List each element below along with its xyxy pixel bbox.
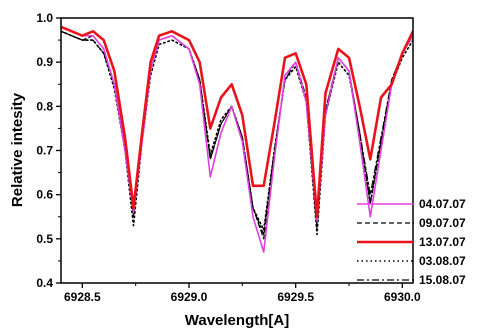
- x-tick-label: 6929.5: [277, 290, 314, 304]
- legend-label: 13.07.07: [419, 235, 466, 249]
- y-tick-label: 0.6: [36, 188, 53, 202]
- x-tick-label: 6930.0: [384, 290, 421, 304]
- legend-label: 09.07.07: [419, 216, 466, 230]
- x-axis-title: Wavelength[A]: [185, 312, 289, 329]
- series-layer: [61, 25, 413, 253]
- y-tick-label: 1.0: [36, 11, 53, 25]
- axes: 6928.5 6929.0 6929.5 6930.0 0.4 0.5 0.6 0.7 0.8 0…: [36, 11, 421, 304]
- y-tick-label: 0.5: [36, 232, 53, 246]
- legend-label: 03.08.07: [419, 254, 466, 268]
- y-tick-label: 0.8: [36, 99, 53, 113]
- y-tick-label: 0.4: [36, 276, 53, 290]
- y-tick-label: 0.7: [36, 144, 53, 158]
- x-tick-label: 6929.0: [171, 290, 208, 304]
- y-axis-title: Relative intesity: [9, 92, 26, 207]
- series-line-09.07.07: [61, 30, 413, 240]
- x-tick-label: 6928.5: [64, 290, 101, 304]
- legend-label: 04.07.07: [419, 197, 466, 211]
- legend: 04.07.07 09.07.07 13.07.07 03.08.07 15.08.07: [357, 197, 466, 287]
- legend-label: 15.08.07: [419, 273, 466, 287]
- series-line-13.07.07: [61, 25, 413, 219]
- y-tick-label: 0.9: [36, 55, 53, 69]
